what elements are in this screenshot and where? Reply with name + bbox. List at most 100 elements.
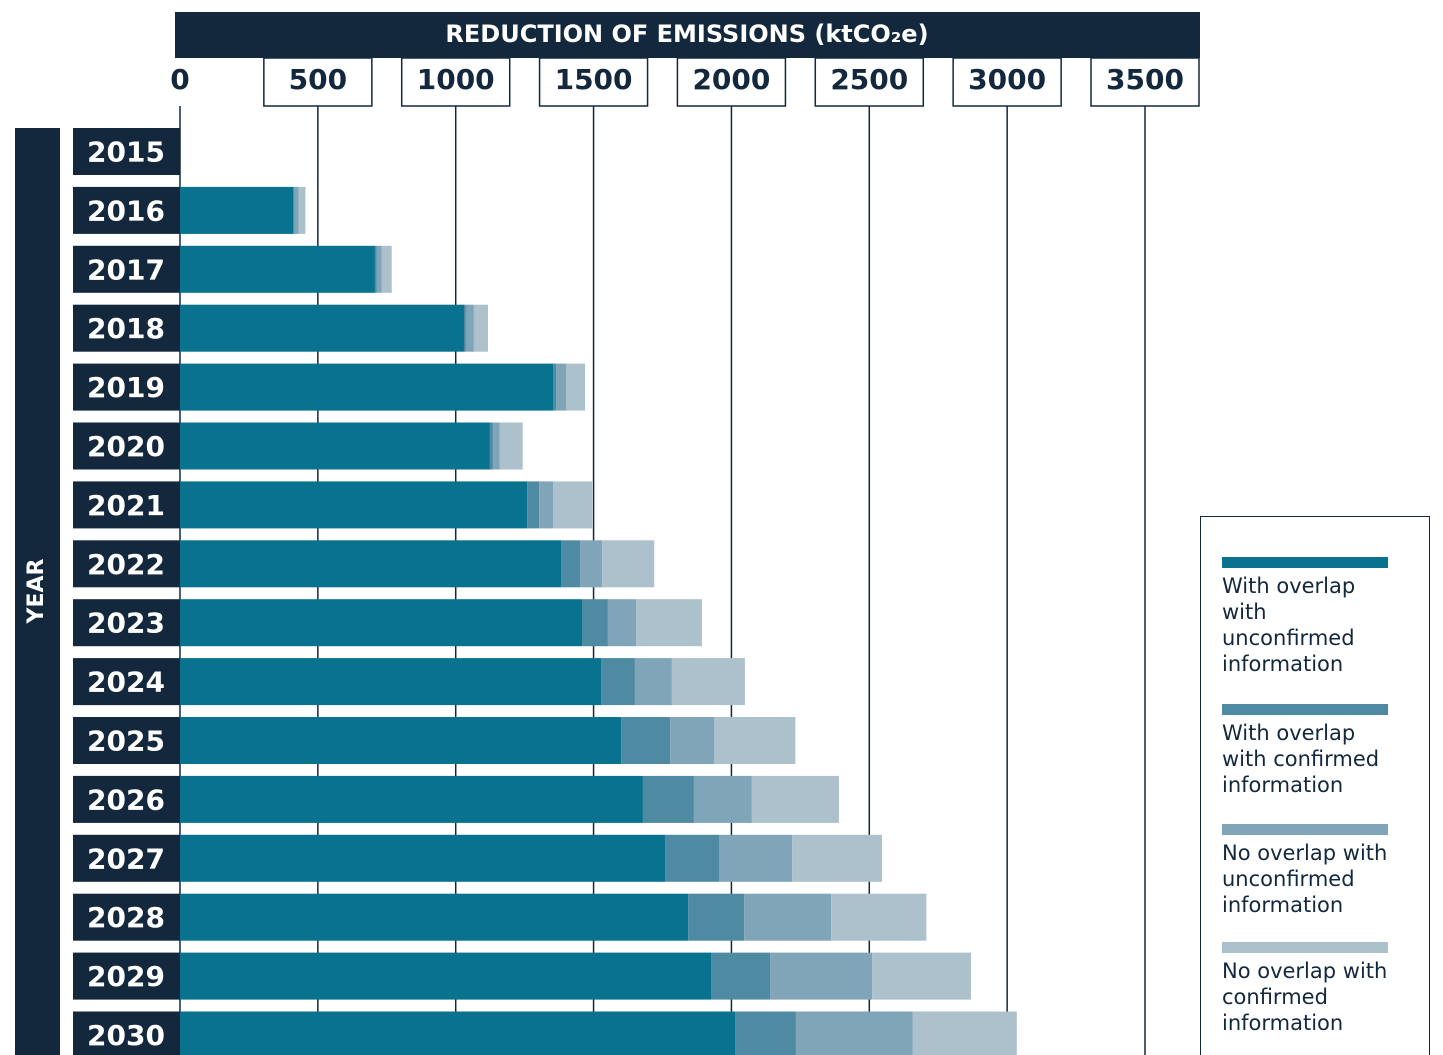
bar-segment [792,834,882,882]
bar-segment [912,1011,1017,1055]
bar-segment [580,540,603,588]
bar-segment [602,540,655,588]
bar-segment [770,952,873,1000]
title-bar [175,12,1200,58]
year-box [73,599,180,647]
legend-swatch [1222,704,1388,715]
y-tick-label: 2018 [87,312,165,345]
bar-segment [751,775,839,823]
y-axis-label: YEAR [24,558,49,624]
bar-segment [664,834,720,882]
legend-entry: With overlap with confirmed information [1222,704,1392,798]
bar-segment [180,717,622,764]
bar-segment [298,186,306,234]
bar-segment [499,422,523,470]
year-box [73,893,180,941]
year-box [73,128,180,175]
x-tick-label: 3000 [968,63,1046,96]
tick-box [814,57,925,107]
tick-box [952,57,1062,107]
legend-label: With overlap with confirmed information [1222,721,1380,797]
y-axis-bar [15,128,60,1055]
year-box [73,186,180,234]
x-tick-label: 500 [289,63,347,96]
y-tick-label: 2015 [87,136,165,169]
chart-title: REDUCTION OF EMISSIONS (ktCO₂e) [445,20,928,48]
bar-segment [671,658,745,706]
bar-segment [465,304,474,352]
y-tick-label: 2023 [87,607,165,640]
tick-box [400,57,511,107]
year-box [73,952,180,1000]
y-tick-label: 2017 [87,253,165,286]
bar-segment [180,540,562,588]
bar-segment [872,952,972,1000]
legend-swatch [1222,557,1388,568]
y-tick-label: 2020 [87,430,165,463]
year-box [73,717,180,764]
bar-segment [539,481,554,529]
bar-segment [180,599,582,647]
bar-segment [553,363,557,411]
y-tick-label: 2021 [87,489,165,522]
bar-segment [553,481,593,529]
bar-segment [463,304,466,352]
year-box [73,540,180,588]
bar-segment [711,952,771,1000]
bar-segment [581,599,608,647]
legend-swatch [1222,824,1388,835]
y-tick-label: 2025 [87,725,165,758]
bar-segment [294,186,299,234]
bar-segment [180,952,712,1000]
y-tick-label: 2027 [87,842,165,875]
bar-segment [693,775,752,823]
bar-segment [180,245,375,293]
bar-segment [735,1011,796,1055]
bar-segment [180,775,643,823]
bar-segment [180,422,490,470]
bar-segment [556,363,566,411]
bar-segment [180,893,689,941]
bar-segment [180,834,665,882]
y-tick-label: 2024 [87,666,165,699]
bar-segment [381,245,392,293]
bar-segment [566,363,586,411]
y-tick-label: 2028 [87,901,165,934]
year-box [73,1011,180,1055]
legend-label: No overlap with unconfirmed information [1222,841,1388,917]
legend-label: With overlap with unconfirmed informatio… [1222,574,1356,676]
y-tick-label: 2022 [87,548,165,581]
legend-label: No overlap with confirmed information [1222,959,1388,1035]
bar-segment [621,717,671,764]
bar-segment [601,658,635,706]
bar-segment [374,245,377,293]
year-box [73,658,180,706]
legend-swatch [1222,942,1388,953]
bar-segment [180,1011,736,1055]
bar-segment [719,834,793,882]
year-box [73,834,180,882]
bar-segment [473,304,488,352]
tick-box [263,57,373,107]
bar-segment [180,186,294,234]
bar-segment [670,717,715,764]
tick-box [1090,57,1200,107]
year-box [73,422,180,470]
y-tick-label: 2019 [87,371,165,404]
x-tick-label: 3500 [1106,63,1184,96]
year-box [73,304,180,352]
bar-segment [795,1011,913,1055]
y-tick-label: 2016 [87,194,165,227]
legend-entry: No overlap with confirmed information [1222,942,1392,1036]
bar-segment [642,775,694,823]
bar-segment [831,893,927,941]
legend-entry: With overlap with unconfirmed informatio… [1222,557,1392,677]
bar-segment [561,540,581,588]
tick-box [538,57,649,107]
bar-segment [688,893,745,941]
bar-segment [180,304,464,352]
bar-segment [492,422,500,470]
bar-segment [607,599,637,647]
